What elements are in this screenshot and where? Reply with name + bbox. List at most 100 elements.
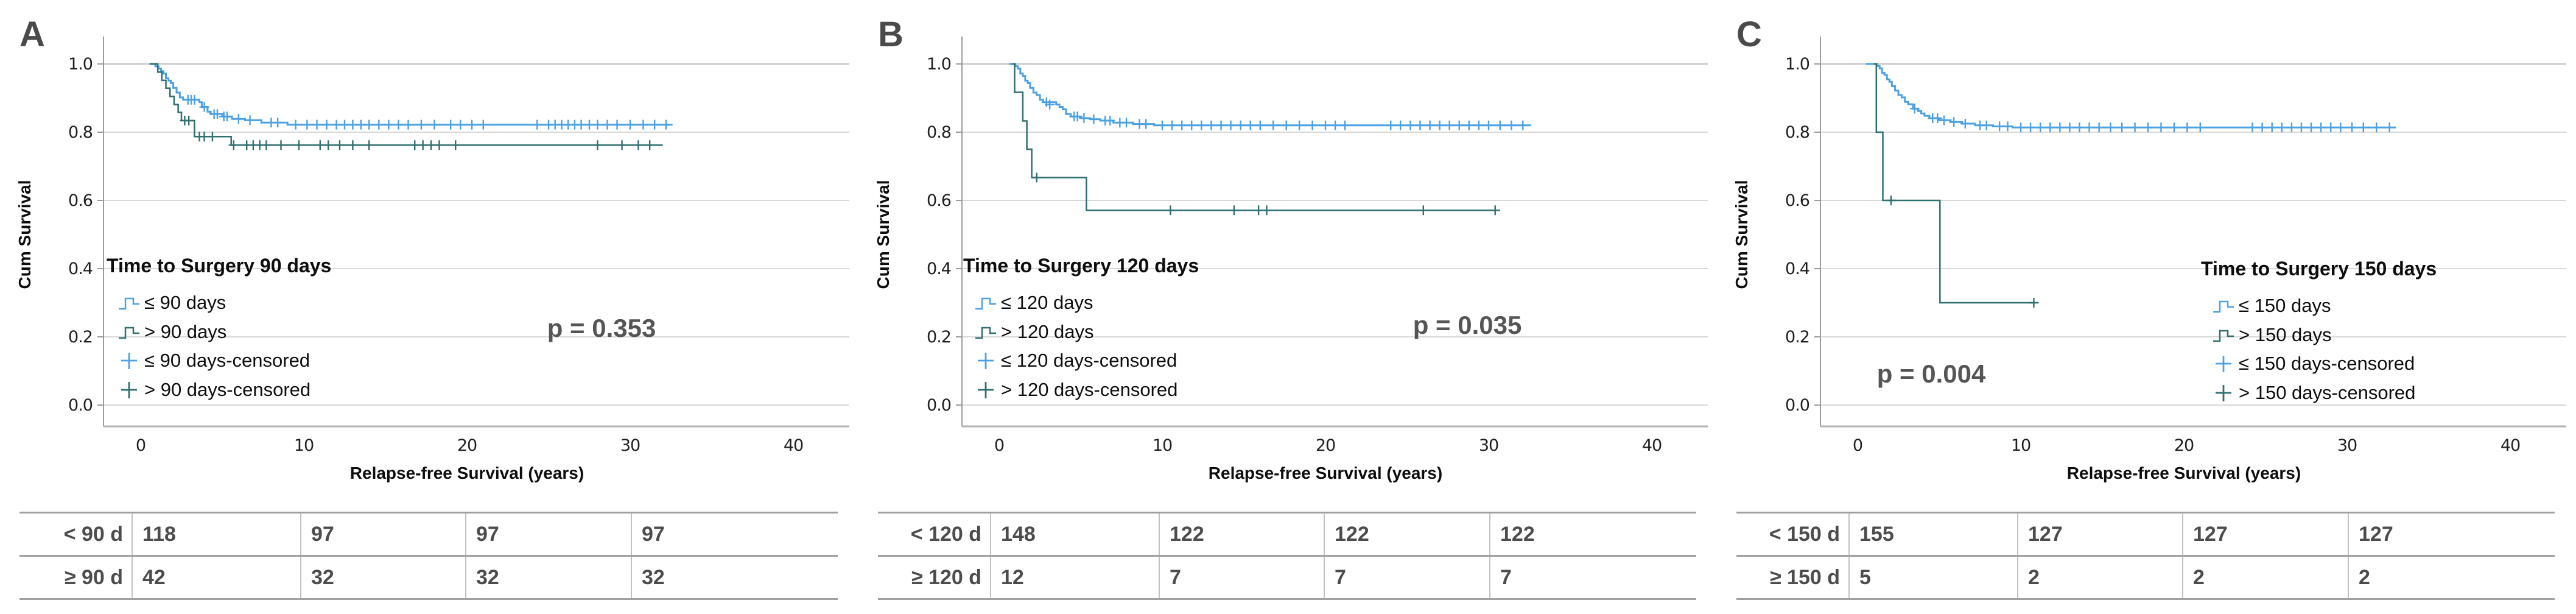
legend-item-label: > 90 days xyxy=(144,321,226,342)
legend-item-label: > 120 days xyxy=(1001,321,1094,342)
x-tick-label: 0 xyxy=(994,436,1004,455)
risk-row-label: < 120 d xyxy=(878,512,991,556)
km-curve-le xyxy=(149,63,673,126)
y-tick-label: 1.0 xyxy=(68,55,93,74)
risk-table-a: < 90 d 118 97 97 97 ≥ 90 d 42 32 32 32 xyxy=(19,512,838,600)
km-curve-gt xyxy=(1012,63,1497,211)
risk-row-label: < 150 d xyxy=(1736,512,1849,556)
x-tick-label: 30 xyxy=(1479,436,1498,455)
legend-item-label: ≤ 150 days xyxy=(2239,295,2331,316)
km-curve-gt xyxy=(1873,63,2036,304)
risk-table-row: < 90 d 118 97 97 97 xyxy=(19,512,838,556)
x-tick-label: 20 xyxy=(1316,436,1335,455)
legend-title: Time to Surgery 90 days xyxy=(107,255,331,277)
risk-count-cell: 148 xyxy=(990,512,1159,556)
y-tick-label: 0.4 xyxy=(68,259,93,278)
legend-item-label: > 120 days-censored xyxy=(1001,379,1177,400)
panel-letter: A xyxy=(19,15,45,54)
legend-item-label: ≤ 90 days xyxy=(144,292,226,313)
panel-letter: C xyxy=(1736,15,1762,54)
risk-count-cell: 32 xyxy=(300,555,466,600)
legend-title: Time to Surgery 120 days xyxy=(963,255,1199,277)
risk-table-b: < 120 d 148 122 122 122 ≥ 120 d 12 7 7 7 xyxy=(878,512,1696,600)
risk-count-cell: 32 xyxy=(631,555,838,600)
x-tick-label: 0 xyxy=(1853,436,1862,455)
x-tick-label: 30 xyxy=(2337,436,2357,455)
legend-title: Time to Surgery 150 days xyxy=(2201,258,2437,280)
km-panel-a: 1.0 0.8 0.6 0.4 0.2 0.0 0 10 20 30 40 Relapse-free … xyxy=(0,0,858,614)
y-tick-label: 0.6 xyxy=(68,191,93,210)
x-tick-label: 10 xyxy=(294,436,314,455)
km-panel-b: 1.0 0.8 0.6 0.4 0.2 0.0 0 10 20 30 40 Relapse-free … xyxy=(858,0,1717,614)
risk-count-cell: 127 xyxy=(2182,512,2348,556)
y-tick-label: 0.8 xyxy=(927,123,951,142)
y-tick-label: 0.2 xyxy=(1785,328,1809,347)
legend-step-line-icon xyxy=(975,326,996,339)
x-axis-title: Relapse-free Survival (years) xyxy=(2067,464,2301,482)
panel-letter: B xyxy=(878,15,904,54)
risk-table-row: ≥ 90 d 42 32 32 32 xyxy=(19,555,838,600)
risk-row-label: ≥ 150 d xyxy=(1736,555,1849,600)
legend-step-line-icon xyxy=(2213,300,2234,313)
legend-item-label: > 150 days-censored xyxy=(2239,382,2415,403)
x-tick-label: 20 xyxy=(457,436,477,455)
risk-count-cell: 127 xyxy=(2017,512,2183,556)
risk-count-cell: 97 xyxy=(465,512,631,556)
y-tick-label: 1.0 xyxy=(927,55,951,74)
y-tick-label: 0.0 xyxy=(68,396,93,415)
km-chart-a: 1.0 0.8 0.6 0.4 0.2 0.0 0 10 20 30 40 Relapse-free … xyxy=(15,15,849,482)
risk-count-cell: 7 xyxy=(1159,555,1324,600)
risk-count-cell: 2 xyxy=(2017,555,2183,600)
y-tick-label: 0.8 xyxy=(68,123,93,142)
legend-item-label: ≤ 120 days-censored xyxy=(1001,350,1177,371)
risk-count-cell: 122 xyxy=(1324,512,1490,556)
risk-count-cell: 42 xyxy=(132,555,301,600)
y-tick-label: 1.0 xyxy=(1785,55,1809,74)
x-tick-label: 0 xyxy=(136,436,146,455)
risk-row-label: ≥ 90 d xyxy=(19,555,132,600)
y-tick-label: 0.4 xyxy=(1785,259,1809,278)
risk-count-cell: 5 xyxy=(1848,555,2018,600)
y-tick-label: 0.2 xyxy=(927,328,951,347)
risk-count-cell: 122 xyxy=(1489,512,1696,556)
y-tick-label: 0.6 xyxy=(927,191,951,210)
x-tick-label: 10 xyxy=(1153,436,1172,455)
y-tick-label: 0.6 xyxy=(1785,191,1809,210)
x-tick-label: 40 xyxy=(1642,436,1662,455)
km-curve-gt xyxy=(149,63,663,146)
p-value-text: p = 0.004 xyxy=(1877,359,1986,388)
y-tick-label: 0.0 xyxy=(1785,396,1809,415)
x-tick-label: 40 xyxy=(784,436,803,455)
legend-item-label: ≤ 120 days xyxy=(1001,292,1093,313)
km-chart-c: 1.0 0.8 0.6 0.4 0.2 0.0 0 10 20 30 40 Relapse-free … xyxy=(1732,15,2566,482)
legend-step-line-icon xyxy=(119,297,139,310)
km-curve-le xyxy=(1009,63,1531,127)
x-tick-label: 40 xyxy=(2501,436,2520,455)
risk-count-cell: 2 xyxy=(2348,555,2555,600)
legend-item-label: > 150 days xyxy=(2239,324,2332,345)
risk-table-row: < 150 d 155 127 127 127 xyxy=(1736,512,2555,556)
risk-count-cell: 32 xyxy=(465,555,631,600)
risk-count-cell: 2 xyxy=(2182,555,2348,600)
km-panel-c: 1.0 0.8 0.6 0.4 0.2 0.0 0 10 20 30 40 Relapse-free … xyxy=(1717,0,2576,614)
p-value-text: p = 0.035 xyxy=(1413,311,1522,339)
p-value-text: p = 0.353 xyxy=(547,314,656,342)
risk-count-cell: 127 xyxy=(2348,512,2555,556)
x-tick-label: 10 xyxy=(2011,436,2030,455)
risk-count-cell: 12 xyxy=(990,555,1159,600)
y-tick-label: 0.0 xyxy=(927,396,951,415)
x-tick-label: 30 xyxy=(620,436,640,455)
y-axis-title: Cum Survival xyxy=(15,180,34,289)
km-chart-b: 1.0 0.8 0.6 0.4 0.2 0.0 0 10 20 30 40 Relapse-free … xyxy=(874,15,1708,482)
risk-table-row: ≥ 120 d 12 7 7 7 xyxy=(878,555,1696,600)
legend-step-line-icon xyxy=(119,326,139,339)
legend-item-label: ≤ 90 days-censored xyxy=(144,350,310,371)
x-tick-label: 20 xyxy=(2174,436,2194,455)
risk-row-label: < 90 d xyxy=(19,512,132,556)
risk-count-cell: 97 xyxy=(631,512,838,556)
legend-step-line-icon xyxy=(2213,330,2234,342)
risk-count-cell: 118 xyxy=(132,512,301,556)
y-tick-label: 0.2 xyxy=(68,328,93,347)
